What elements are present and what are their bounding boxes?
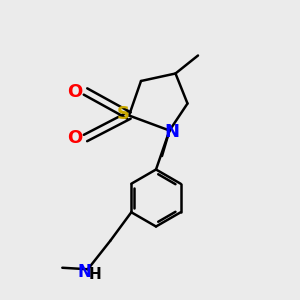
Text: O: O [68, 82, 82, 100]
Text: O: O [68, 129, 82, 147]
Text: N: N [164, 123, 179, 141]
Text: N: N [77, 263, 91, 281]
Text: H: H [89, 267, 102, 282]
Text: S: S [117, 105, 130, 123]
